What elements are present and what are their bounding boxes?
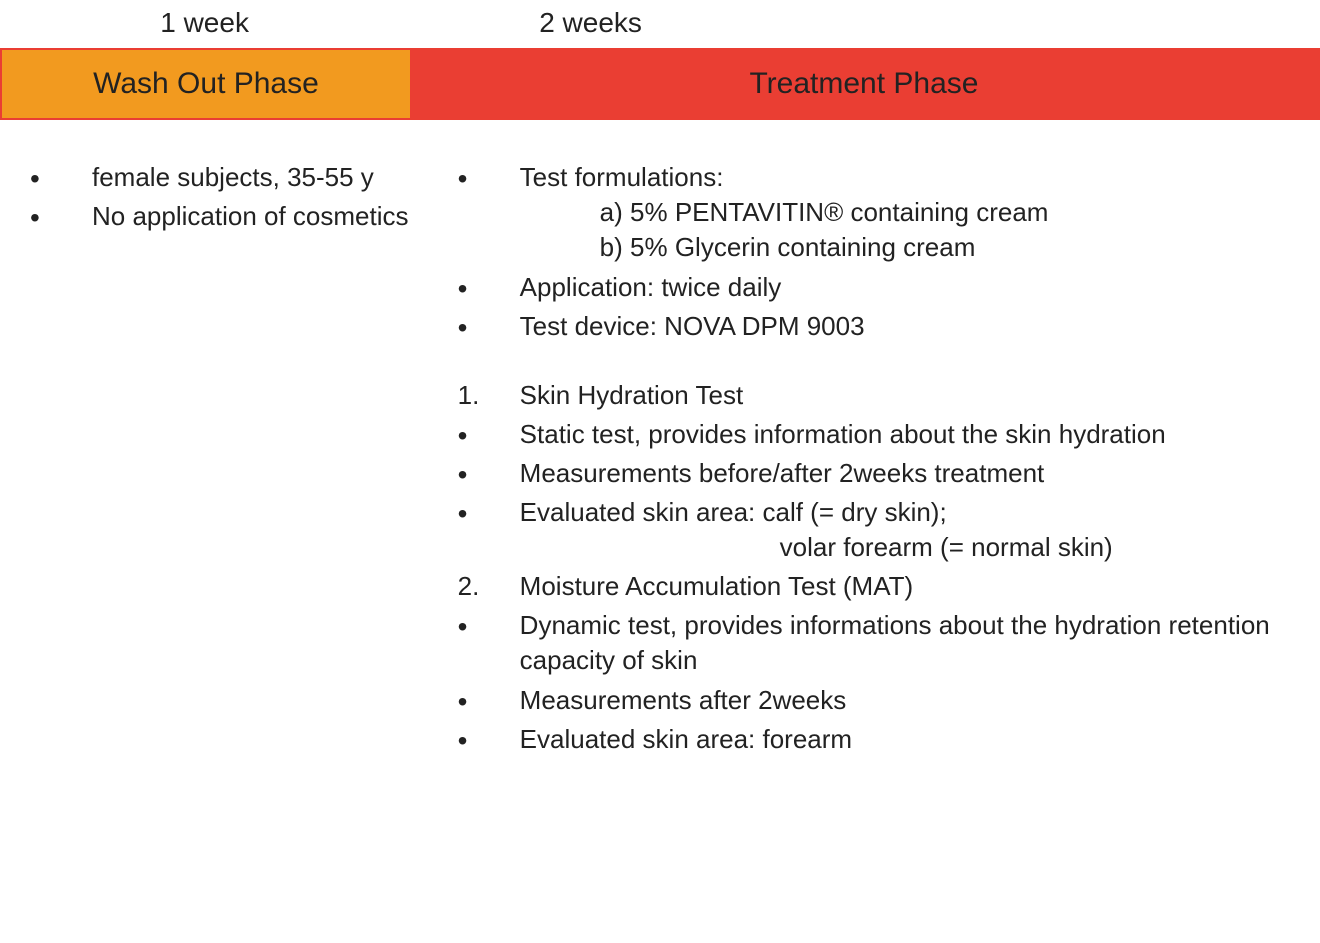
spacer (452, 348, 1292, 378)
list-item: Test device: NOVA DPM 9003 (452, 309, 1292, 344)
list-item: Dynamic test, provides informations abou… (452, 608, 1292, 678)
duration-left: 1 week (0, 0, 409, 48)
list-item: female subjects, 35-55 y (24, 160, 452, 195)
t1-b3-line1: Evaluated skin area: calf (= dry skin); (520, 497, 947, 527)
list-item: Measurements before/after 2weeks treatme… (452, 456, 1292, 491)
treatment-setup-list: Test formulations: a) 5% PENTAVITIN® con… (452, 160, 1292, 343)
list-item: Application: twice daily (452, 270, 1292, 305)
treatment-tests-list-2: Moisture Accumulation Test (MAT) (452, 569, 1292, 604)
timeline-duration-labels: 1 week 2 weeks (0, 0, 1320, 48)
list-item: Test formulations: a) 5% PENTAVITIN® con… (452, 160, 1292, 265)
list-item: Measurements after 2weeks (452, 683, 1292, 718)
formulations-label: Test formulations: (520, 162, 724, 192)
test-1-details: Static test, provides information about … (452, 417, 1292, 565)
list-item: No application of cosmetics (24, 199, 452, 234)
washout-bullets: female subjects, 35-55 y No application … (24, 160, 452, 234)
test-2-title: Moisture Accumulation Test (MAT) (452, 569, 1292, 604)
t1-b3-line2: volar forearm (= normal skin) (520, 530, 1292, 565)
phase-bar-treatment: Treatment Phase (410, 50, 1318, 119)
test-1-title: Skin Hydration Test (452, 378, 1292, 413)
formulation-a: a) 5% PENTAVITIN® containing cream (520, 195, 1292, 230)
washout-details: female subjects, 35-55 y No application … (24, 160, 452, 760)
treatment-tests-list: Skin Hydration Test (452, 378, 1292, 413)
list-item: Evaluated skin area: calf (= dry skin); … (452, 495, 1292, 565)
timeline: 1 week 2 weeks Wash Out Phase Treatment … (0, 0, 1320, 120)
timeline-phase-bars: Wash Out Phase Treatment Phase (0, 48, 1320, 121)
test-2-details: Dynamic test, provides informations abou… (452, 608, 1292, 756)
list-item: Evaluated skin area: forearm (452, 722, 1292, 757)
list-item: Static test, provides information about … (452, 417, 1292, 452)
duration-right: 2 weeks (409, 0, 1320, 48)
phase-bar-washout: Wash Out Phase (2, 50, 410, 119)
content-columns: female subjects, 35-55 y No application … (0, 160, 1320, 760)
treatment-details: Test formulations: a) 5% PENTAVITIN® con… (452, 160, 1320, 760)
formulation-b: b) 5% Glycerin containing cream (520, 230, 1292, 265)
